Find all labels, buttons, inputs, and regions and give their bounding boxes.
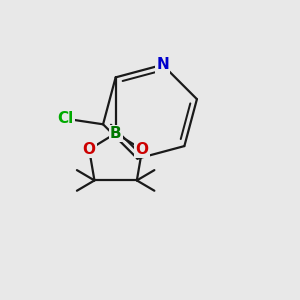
Text: N: N [156, 57, 169, 72]
Text: Cl: Cl [57, 111, 73, 126]
Text: B: B [110, 126, 122, 141]
Text: O: O [136, 142, 148, 157]
Text: O: O [82, 142, 96, 157]
